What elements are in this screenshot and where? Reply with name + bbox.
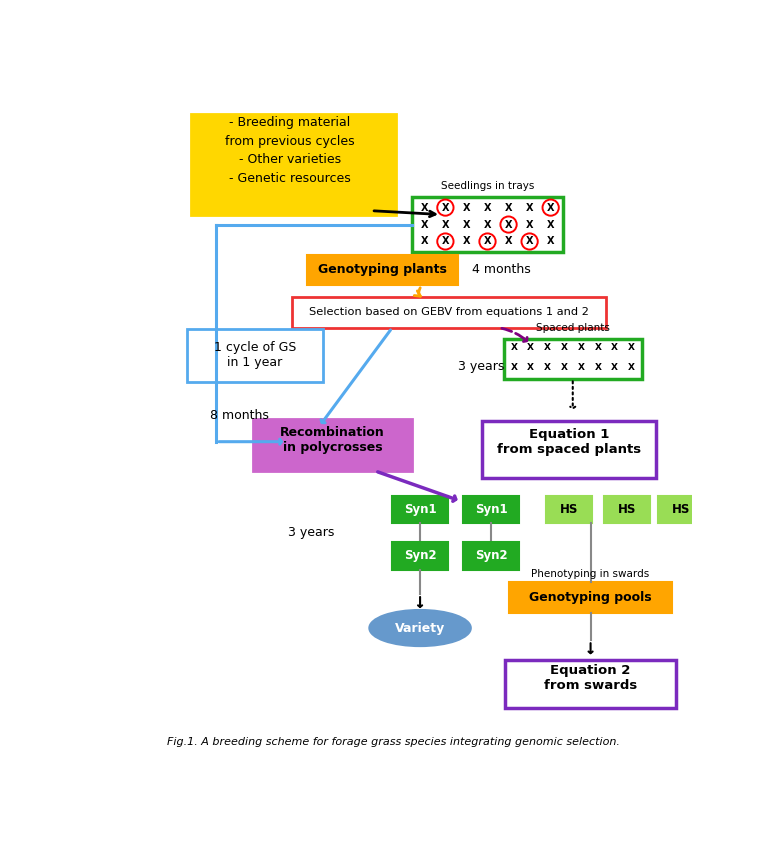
- Text: X: X: [547, 203, 554, 213]
- Text: X: X: [421, 203, 428, 213]
- Text: X: X: [528, 363, 534, 372]
- FancyBboxPatch shape: [464, 542, 519, 569]
- Text: X: X: [526, 220, 534, 230]
- Text: X: X: [484, 237, 491, 247]
- Text: 1 cycle of GS
in 1 year: 1 cycle of GS in 1 year: [214, 341, 296, 369]
- Text: Genotyping plants: Genotyping plants: [318, 264, 448, 277]
- FancyBboxPatch shape: [658, 495, 704, 523]
- Text: X: X: [504, 203, 512, 213]
- FancyBboxPatch shape: [291, 297, 606, 328]
- Text: X: X: [547, 220, 554, 230]
- Text: X: X: [441, 220, 449, 230]
- Text: X: X: [421, 237, 428, 247]
- Text: X: X: [441, 237, 449, 247]
- Text: X: X: [594, 363, 601, 372]
- FancyBboxPatch shape: [509, 582, 672, 613]
- FancyBboxPatch shape: [187, 329, 323, 381]
- Text: X: X: [611, 343, 618, 352]
- Text: X: X: [421, 220, 428, 230]
- FancyBboxPatch shape: [191, 114, 397, 214]
- Text: HS: HS: [618, 503, 636, 516]
- Text: X: X: [561, 363, 568, 372]
- Text: HS: HS: [672, 503, 691, 516]
- Text: X: X: [528, 343, 534, 352]
- FancyBboxPatch shape: [546, 495, 592, 523]
- Ellipse shape: [370, 610, 471, 646]
- Text: Syn1: Syn1: [475, 503, 508, 516]
- Text: Syn2: Syn2: [404, 549, 436, 563]
- FancyBboxPatch shape: [505, 660, 676, 708]
- FancyBboxPatch shape: [253, 419, 412, 471]
- Text: X: X: [511, 363, 518, 372]
- Text: Seedlings in trays: Seedlings in trays: [441, 181, 534, 191]
- Text: 8 months: 8 months: [211, 409, 269, 422]
- Text: Equation 2
from swards: Equation 2 from swards: [544, 664, 638, 692]
- FancyBboxPatch shape: [504, 339, 641, 379]
- Text: Fig.1. A breeding scheme for forage grass species integrating genomic selection.: Fig.1. A breeding scheme for forage gras…: [168, 737, 620, 747]
- Text: X: X: [594, 343, 601, 352]
- Text: X: X: [511, 343, 518, 352]
- Text: X: X: [441, 203, 449, 213]
- Text: X: X: [578, 363, 584, 372]
- Text: 3 years: 3 years: [288, 526, 335, 539]
- Text: 3 years: 3 years: [458, 360, 504, 373]
- FancyBboxPatch shape: [392, 542, 448, 569]
- Text: X: X: [544, 343, 551, 352]
- Text: X: X: [628, 343, 635, 352]
- Text: Phenotyping in swards: Phenotyping in swards: [531, 569, 650, 580]
- Text: X: X: [526, 203, 534, 213]
- Text: Equation 1
from spaced plants: Equation 1 from spaced plants: [497, 428, 641, 455]
- FancyBboxPatch shape: [308, 254, 458, 285]
- Text: Spaced plants: Spaced plants: [536, 323, 610, 333]
- Text: X: X: [611, 363, 618, 372]
- FancyBboxPatch shape: [412, 197, 563, 252]
- Text: X: X: [547, 237, 554, 247]
- Text: X: X: [484, 220, 491, 230]
- Text: X: X: [578, 343, 584, 352]
- Text: 4 months: 4 months: [472, 264, 531, 277]
- Text: X: X: [504, 237, 512, 247]
- Text: Variety: Variety: [395, 621, 445, 635]
- Text: X: X: [544, 363, 551, 372]
- Text: Recombination
in polycrosses: Recombination in polycrosses: [280, 426, 384, 454]
- Text: X: X: [484, 203, 491, 213]
- Text: X: X: [561, 343, 568, 352]
- Text: Selection based on GEBV from equations 1 and 2: Selection based on GEBV from equations 1…: [309, 307, 589, 317]
- Text: X: X: [463, 220, 470, 230]
- FancyBboxPatch shape: [604, 495, 651, 523]
- Text: - Breeding material
from previous cycles
- Other varieties
- Genetic resources: - Breeding material from previous cycles…: [225, 117, 355, 185]
- Text: X: X: [463, 203, 470, 213]
- FancyBboxPatch shape: [481, 420, 656, 478]
- Text: X: X: [628, 363, 635, 372]
- FancyBboxPatch shape: [392, 495, 448, 523]
- Text: Genotyping pools: Genotyping pools: [529, 591, 652, 603]
- Text: Syn2: Syn2: [475, 549, 508, 563]
- Text: X: X: [504, 220, 512, 230]
- Text: X: X: [463, 237, 470, 247]
- Text: X: X: [526, 237, 534, 247]
- FancyBboxPatch shape: [464, 495, 519, 523]
- Text: HS: HS: [560, 503, 578, 516]
- Text: Syn1: Syn1: [404, 503, 436, 516]
